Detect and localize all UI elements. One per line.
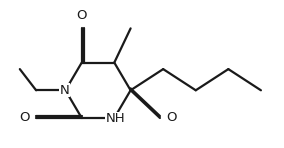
Text: O: O <box>166 111 177 124</box>
Text: O: O <box>19 111 30 124</box>
Text: N: N <box>60 84 70 97</box>
Text: NH: NH <box>105 112 125 125</box>
Text: O: O <box>76 9 87 22</box>
